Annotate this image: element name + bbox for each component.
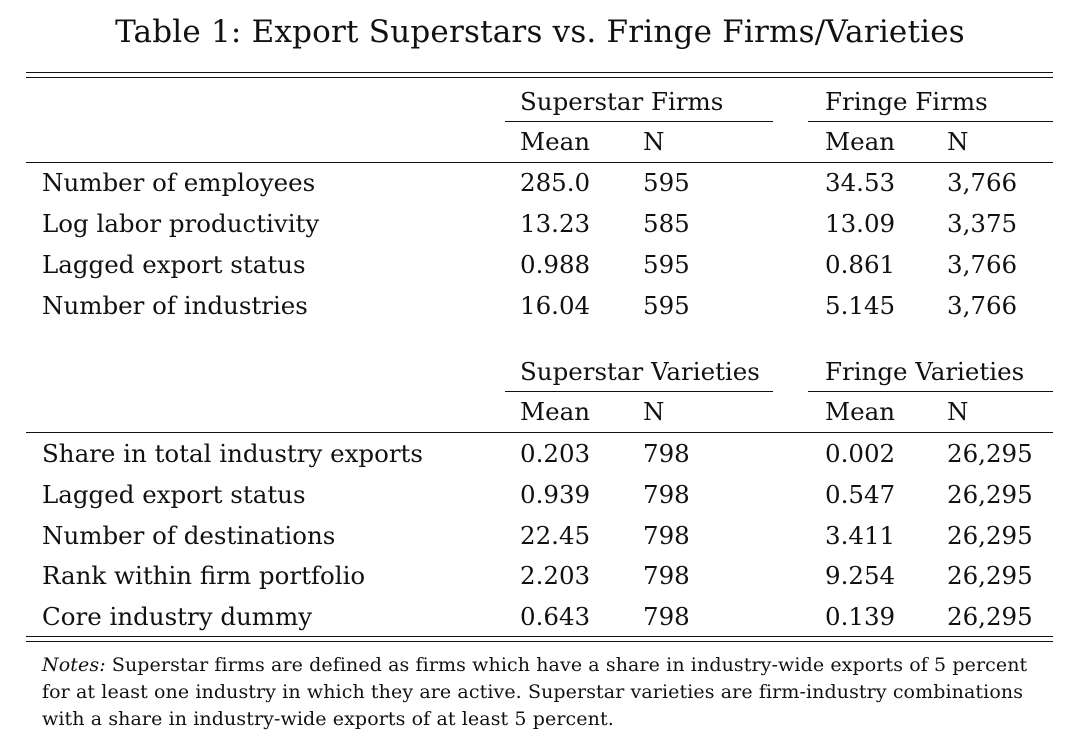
col-header-n: N	[643, 127, 665, 156]
row-label: Share in total industry exports	[42, 439, 423, 468]
row-label: Core industry dummy	[42, 602, 313, 631]
cell-fringe-mean: 9.254	[825, 561, 896, 590]
cmidrule-right	[808, 391, 1053, 392]
cell-fringe-mean: 0.002	[825, 439, 896, 468]
col-header-n: N	[947, 397, 969, 426]
row-label: Log labor productivity	[42, 209, 320, 238]
col-header-mean: Mean	[520, 127, 590, 156]
cell-fringe-mean: 3.411	[825, 521, 896, 550]
col-header-mean: Mean	[825, 397, 895, 426]
col-header-mean: Mean	[825, 127, 895, 156]
cell-fringe-mean: 5.145	[825, 291, 896, 320]
header-rule	[26, 432, 1053, 433]
cell-fringe-n: 3,766	[947, 168, 1018, 197]
notes-label: Notes:	[42, 654, 106, 676]
group-header-fringe-varieties: Fringe Varieties	[825, 357, 1025, 386]
table-title: Table 1: Export Superstars vs. Fringe Fi…	[115, 14, 965, 50]
cell-fringe-n: 26,295	[947, 602, 1033, 631]
cell-fringe-n: 3,766	[947, 291, 1018, 320]
cell-fringe-n: 26,295	[947, 480, 1033, 509]
cell-superstar-n: 798	[643, 521, 690, 550]
cell-superstar-mean: 285.0	[520, 168, 591, 197]
cell-fringe-n: 3,766	[947, 250, 1018, 279]
cell-superstar-mean: 16.04	[520, 291, 591, 320]
notes-text: Superstar firms are defined as firms whi…	[42, 654, 1028, 730]
col-header-n: N	[643, 397, 665, 426]
row-label: Lagged export status	[42, 250, 306, 279]
cell-superstar-mean: 22.45	[520, 521, 591, 550]
group-header-superstar-varieties: Superstar Varieties	[520, 357, 760, 386]
cell-superstar-mean: 13.23	[520, 209, 591, 238]
cell-fringe-mean: 0.861	[825, 250, 896, 279]
row-label: Number of employees	[42, 168, 316, 197]
bottom-rule-inner	[26, 641, 1053, 642]
cell-fringe-mean: 0.547	[825, 480, 896, 509]
cell-superstar-n: 798	[643, 561, 690, 590]
cell-superstar-mean: 0.643	[520, 602, 591, 631]
table-notes: Notes: Superstar firms are defined as fi…	[42, 652, 1042, 733]
cell-superstar-n: 798	[643, 480, 690, 509]
row-label: Number of industries	[42, 291, 308, 320]
row-label: Number of destinations	[42, 521, 336, 550]
cell-fringe-n: 26,295	[947, 561, 1033, 590]
cmidrule-left	[505, 121, 773, 122]
cell-superstar-mean: 0.988	[520, 250, 591, 279]
header-rule	[26, 162, 1053, 163]
row-label: Rank within firm portfolio	[42, 561, 366, 590]
cell-fringe-mean: 0.139	[825, 602, 896, 631]
cmidrule-left	[505, 391, 773, 392]
cell-fringe-n: 26,295	[947, 439, 1033, 468]
cell-fringe-n: 3,375	[947, 209, 1018, 238]
top-rule-inner	[26, 77, 1053, 78]
cell-superstar-n: 595	[643, 250, 690, 279]
top-rule	[26, 72, 1053, 73]
col-header-mean: Mean	[520, 397, 590, 426]
cell-superstar-n: 798	[643, 602, 690, 631]
cell-superstar-n: 595	[643, 168, 690, 197]
cell-superstar-n: 595	[643, 291, 690, 320]
cmidrule-right	[808, 121, 1053, 122]
cell-superstar-mean: 0.203	[520, 439, 591, 468]
cell-fringe-mean: 34.53	[825, 168, 896, 197]
col-header-n: N	[947, 127, 969, 156]
cell-fringe-n: 26,295	[947, 521, 1033, 550]
cell-fringe-mean: 13.09	[825, 209, 896, 238]
bottom-rule	[26, 636, 1053, 637]
cell-superstar-n: 585	[643, 209, 690, 238]
group-header-fringe-firms: Fringe Firms	[825, 87, 988, 116]
group-header-superstar-firms: Superstar Firms	[520, 87, 724, 116]
cell-superstar-mean: 2.203	[520, 561, 591, 590]
cell-superstar-mean: 0.939	[520, 480, 591, 509]
cell-superstar-n: 798	[643, 439, 690, 468]
row-label: Lagged export status	[42, 480, 306, 509]
